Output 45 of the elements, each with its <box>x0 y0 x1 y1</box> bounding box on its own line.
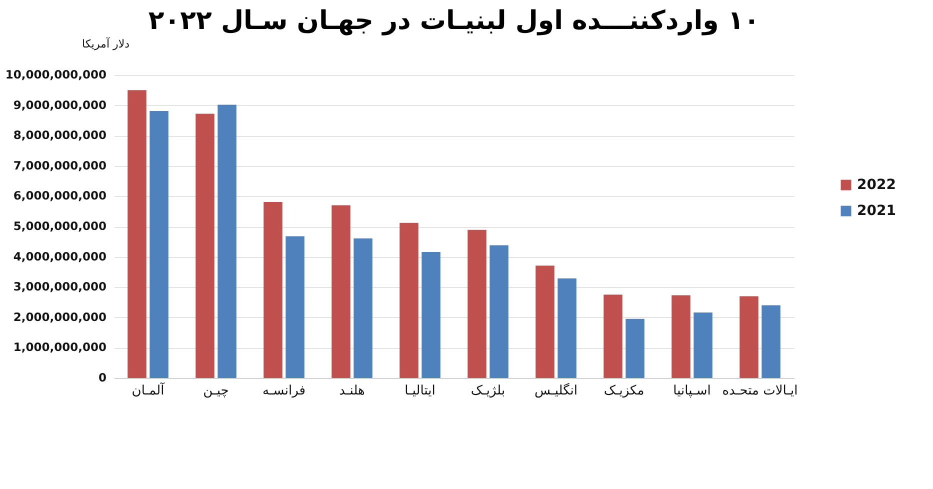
y-tick-label: 8,000,000,000 <box>13 128 106 142</box>
bar <box>264 202 282 378</box>
bar <box>422 252 440 378</box>
y-tick-label: 5,000,000,000 <box>13 219 106 233</box>
y-tick-label: 6,000,000,000 <box>13 188 106 203</box>
y-tick-label: 1,000,000,000 <box>13 340 106 354</box>
bar <box>740 296 758 378</box>
bar <box>218 104 236 378</box>
y-tick-label: 2,000,000,000 <box>13 310 106 324</box>
x-tick-label: اسـپانیا <box>673 384 711 398</box>
bar <box>626 318 644 378</box>
bar <box>762 305 780 378</box>
legend-label: 2021 <box>857 203 896 220</box>
x-tick-label: ایتالیـا <box>404 384 436 398</box>
x-tick-label: بلژیـک <box>470 384 506 398</box>
x-tick-label: چیـن <box>203 384 229 398</box>
x-tick-label: انگلیـس <box>534 382 578 398</box>
y-tick-label: 7,000,000,000 <box>13 158 106 172</box>
chart-title: ۱۰ واردکننـــده اول لبنیـات در جهـان سـال ۲۰۲۲ <box>148 6 760 36</box>
x-tick-label: ایـالات متحـده <box>722 384 798 398</box>
bar <box>558 278 576 378</box>
x-tick-label: فرانسـه <box>262 384 306 398</box>
y-tick-label: 10,000,000,000 <box>5 68 106 82</box>
bar <box>468 230 486 378</box>
bar <box>490 245 508 378</box>
bar <box>354 238 372 378</box>
bar <box>196 114 214 378</box>
y-tick-label: 4,000,000,000 <box>13 249 106 264</box>
bar <box>400 222 418 378</box>
y-axis-title: دلار آمریکا <box>82 36 130 50</box>
bar <box>694 312 712 378</box>
x-tick-label: هلنـد <box>339 384 365 398</box>
bar <box>604 294 622 378</box>
bar <box>536 266 554 378</box>
y-tick-label: 3,000,000,000 <box>13 280 106 294</box>
y-tick-label: 9,000,000,000 <box>13 98 106 112</box>
bar <box>150 111 168 378</box>
y-tick-label: 0 <box>98 370 106 384</box>
x-tick-label: مکزیـک <box>604 384 644 398</box>
bar <box>128 90 146 378</box>
bar <box>286 236 304 378</box>
bar <box>672 295 690 378</box>
bar <box>332 205 350 378</box>
legend-label: 2022 <box>857 177 896 194</box>
x-tick-label: آلمـان <box>132 382 166 398</box>
